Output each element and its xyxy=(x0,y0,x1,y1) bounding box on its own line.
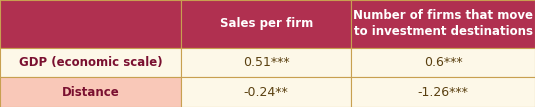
Text: GDP (economic scale): GDP (economic scale) xyxy=(19,56,162,69)
Bar xyxy=(0,48,181,77)
Bar xyxy=(181,0,351,48)
Text: 0.6***: 0.6*** xyxy=(424,56,463,69)
Bar xyxy=(181,77,351,107)
Text: 0.51***: 0.51*** xyxy=(243,56,289,69)
Text: Sales per firm: Sales per firm xyxy=(219,17,313,30)
Bar xyxy=(0,77,181,107)
Bar xyxy=(351,48,535,77)
Bar xyxy=(181,48,351,77)
Text: -1.26***: -1.26*** xyxy=(418,86,469,99)
Text: Number of firms that move
to investment destinations: Number of firms that move to investment … xyxy=(353,9,533,38)
Bar xyxy=(351,0,535,48)
Text: Distance: Distance xyxy=(62,86,119,99)
Bar xyxy=(0,0,181,48)
Text: -0.24**: -0.24** xyxy=(244,86,288,99)
Bar xyxy=(351,77,535,107)
